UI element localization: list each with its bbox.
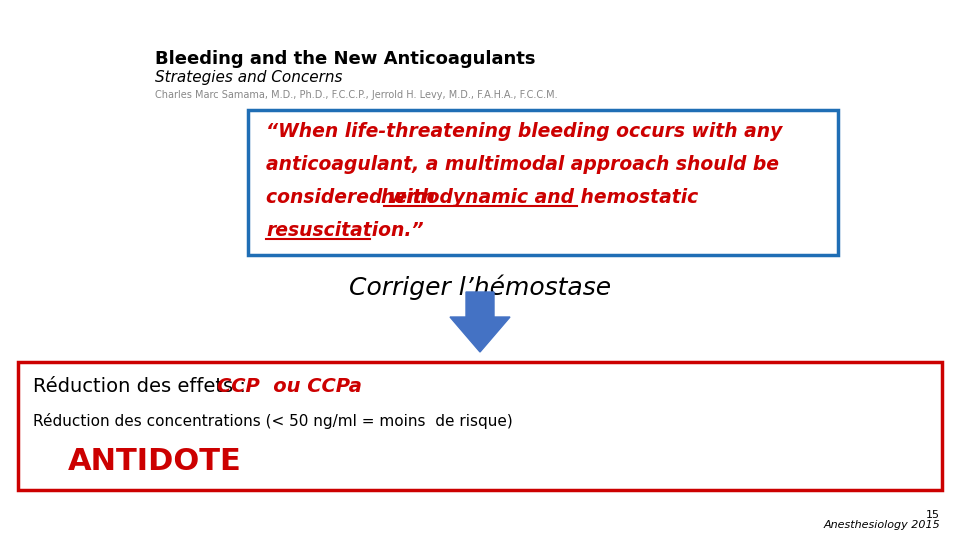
Text: Bleeding and the New Anticoagulants: Bleeding and the New Anticoagulants <box>155 50 536 68</box>
Text: 15: 15 <box>926 510 940 520</box>
Text: hemodynamic and hemostatic: hemodynamic and hemostatic <box>381 188 699 207</box>
Text: Réduction des concentrations (< 50 ng/ml = moins  de risque): Réduction des concentrations (< 50 ng/ml… <box>33 413 513 429</box>
Text: Réduction des effets :: Réduction des effets : <box>33 377 252 396</box>
FancyBboxPatch shape <box>18 362 942 490</box>
Text: resuscitation.”: resuscitation.” <box>266 221 423 240</box>
Text: anticoagulant, a multimodal approach should be: anticoagulant, a multimodal approach sho… <box>266 155 779 174</box>
Polygon shape <box>450 292 510 352</box>
Text: ANTIDOTE: ANTIDOTE <box>68 447 242 476</box>
Text: “When life-threatening bleeding occurs with any: “When life-threatening bleeding occurs w… <box>266 122 782 141</box>
Text: Charles Marc Samama, M.D., Ph.D., F.C.C.P., Jerrold H. Levy, M.D., F.A.H.A., F.C: Charles Marc Samama, M.D., Ph.D., F.C.C.… <box>155 90 558 100</box>
Text: Strategies and Concerns: Strategies and Concerns <box>155 70 343 85</box>
Text: Corriger l’hémostase: Corriger l’hémostase <box>348 275 612 300</box>
Text: considered with: considered with <box>266 188 442 207</box>
FancyBboxPatch shape <box>248 110 838 255</box>
Text: Anesthesiology 2015: Anesthesiology 2015 <box>824 520 940 530</box>
Text: CCP  ou CCPa: CCP ou CCPa <box>217 377 362 396</box>
